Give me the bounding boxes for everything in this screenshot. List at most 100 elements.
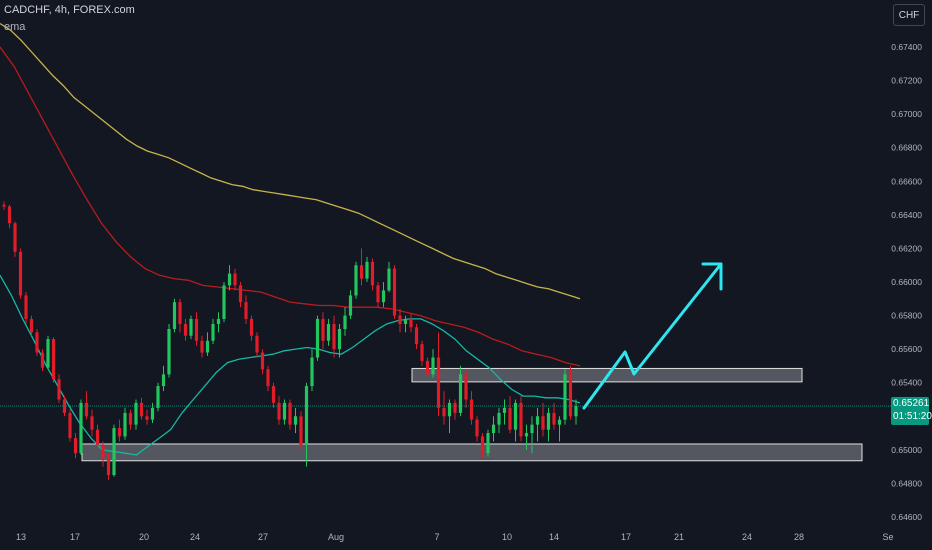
candle-body xyxy=(139,402,144,417)
candle-body xyxy=(73,438,78,454)
candle-body xyxy=(491,424,496,434)
x-axis-tick-label: 17 xyxy=(621,532,631,542)
candle-body xyxy=(343,315,347,329)
candle-body xyxy=(18,251,23,296)
candle-body xyxy=(557,419,562,425)
candle-body xyxy=(233,273,237,286)
candle-body xyxy=(150,407,155,420)
candle-body xyxy=(541,416,545,430)
y-axis-tick-label: 0.65600 xyxy=(891,344,922,354)
candle-body xyxy=(178,302,182,324)
x-axis-tick-label: 13 xyxy=(16,532,26,542)
candle-body xyxy=(167,329,171,375)
x-axis-tick-label: Se xyxy=(882,532,893,542)
y-axis-tick-label: 0.65400 xyxy=(891,378,922,388)
candle-body xyxy=(227,273,232,286)
candle-body xyxy=(409,318,413,328)
y-axis-tick-label: 0.66800 xyxy=(891,143,922,153)
candle-body xyxy=(299,416,303,445)
candle-body xyxy=(13,223,17,252)
y-axis-tick-label: 0.64800 xyxy=(891,478,922,488)
candle-body xyxy=(392,268,397,316)
candle-body xyxy=(464,374,468,400)
candle-body xyxy=(271,386,276,403)
x-axis-tick-label: 28 xyxy=(794,532,804,542)
candle-body xyxy=(288,402,292,425)
candle-body xyxy=(266,369,270,387)
candle-body xyxy=(46,339,50,368)
candle-body xyxy=(128,412,133,425)
symbol-title: CADCHF, 4h, FOREX.com xyxy=(4,4,135,16)
candle-body xyxy=(145,416,149,420)
x-axis-tick-label: 14 xyxy=(549,532,559,542)
x-axis-tick-label: 24 xyxy=(742,532,752,542)
candle-body xyxy=(497,412,501,425)
candle-body xyxy=(354,265,358,296)
currency-button[interactable]: CHF xyxy=(893,4,925,26)
candle-body xyxy=(189,318,193,336)
last-price-badge: 0.65261 01:51:20 xyxy=(891,397,932,425)
candle-body xyxy=(29,318,34,333)
x-axis-tick-label: 24 xyxy=(190,532,200,542)
candle-body xyxy=(453,402,457,413)
candle-body xyxy=(172,302,177,329)
candle-body xyxy=(524,433,529,437)
candle-body xyxy=(403,318,408,324)
candle-body xyxy=(62,399,67,413)
ema-mid-line xyxy=(0,46,581,367)
candle-body xyxy=(381,290,386,303)
candle-body xyxy=(183,323,188,336)
candle-body xyxy=(458,374,463,413)
candle-body xyxy=(106,458,111,476)
indicator-label[interactable]: ema xyxy=(4,21,26,33)
candle-body xyxy=(502,407,507,413)
y-axis-tick-label: 0.66600 xyxy=(891,176,922,186)
candle-body xyxy=(244,302,248,319)
candle-body xyxy=(2,204,6,207)
last-price-value: 0.65261 xyxy=(893,398,930,409)
candle-body xyxy=(123,412,127,437)
candle-body xyxy=(420,344,424,361)
projection-path xyxy=(582,262,723,410)
y-axis-tick-label: 0.67200 xyxy=(891,76,922,86)
candle-body xyxy=(282,402,287,420)
candle-body xyxy=(359,265,364,279)
candle-body xyxy=(398,315,402,324)
candle-body xyxy=(442,407,446,417)
x-axis-tick-label: 7 xyxy=(434,532,439,542)
x-axis-tick-label: 20 xyxy=(139,532,149,542)
candle-body xyxy=(238,285,243,303)
candle-body xyxy=(7,206,12,224)
x-axis-tick-label: 27 xyxy=(258,532,268,542)
candle-body xyxy=(310,357,314,387)
candle-body xyxy=(348,295,353,316)
x-axis-tick-label: Aug xyxy=(328,532,344,542)
candle-body xyxy=(326,323,331,341)
candle-body xyxy=(194,318,199,341)
candle-body xyxy=(563,374,567,420)
candle-body xyxy=(370,261,375,286)
candle-body xyxy=(387,268,391,291)
candle-body xyxy=(205,340,210,353)
candle-body xyxy=(315,318,320,358)
projection-arrowhead xyxy=(701,262,723,291)
candle-body xyxy=(112,428,116,476)
candle-body xyxy=(216,318,221,324)
candle-body xyxy=(436,357,441,408)
candle-body xyxy=(552,412,556,425)
candle-body xyxy=(475,419,479,437)
candle-body xyxy=(519,402,523,437)
candle-body xyxy=(425,360,430,375)
candle-body xyxy=(40,352,45,368)
y-axis-tick-label: 0.65000 xyxy=(891,445,922,455)
candle-body xyxy=(211,323,215,341)
candle-body xyxy=(469,399,474,420)
candle-body xyxy=(24,295,28,319)
candle-body xyxy=(95,429,100,445)
candle-body xyxy=(321,318,325,341)
y-axis-tick-label: 0.67400 xyxy=(891,42,922,52)
candle-body xyxy=(260,352,265,370)
candle-body xyxy=(337,329,342,350)
